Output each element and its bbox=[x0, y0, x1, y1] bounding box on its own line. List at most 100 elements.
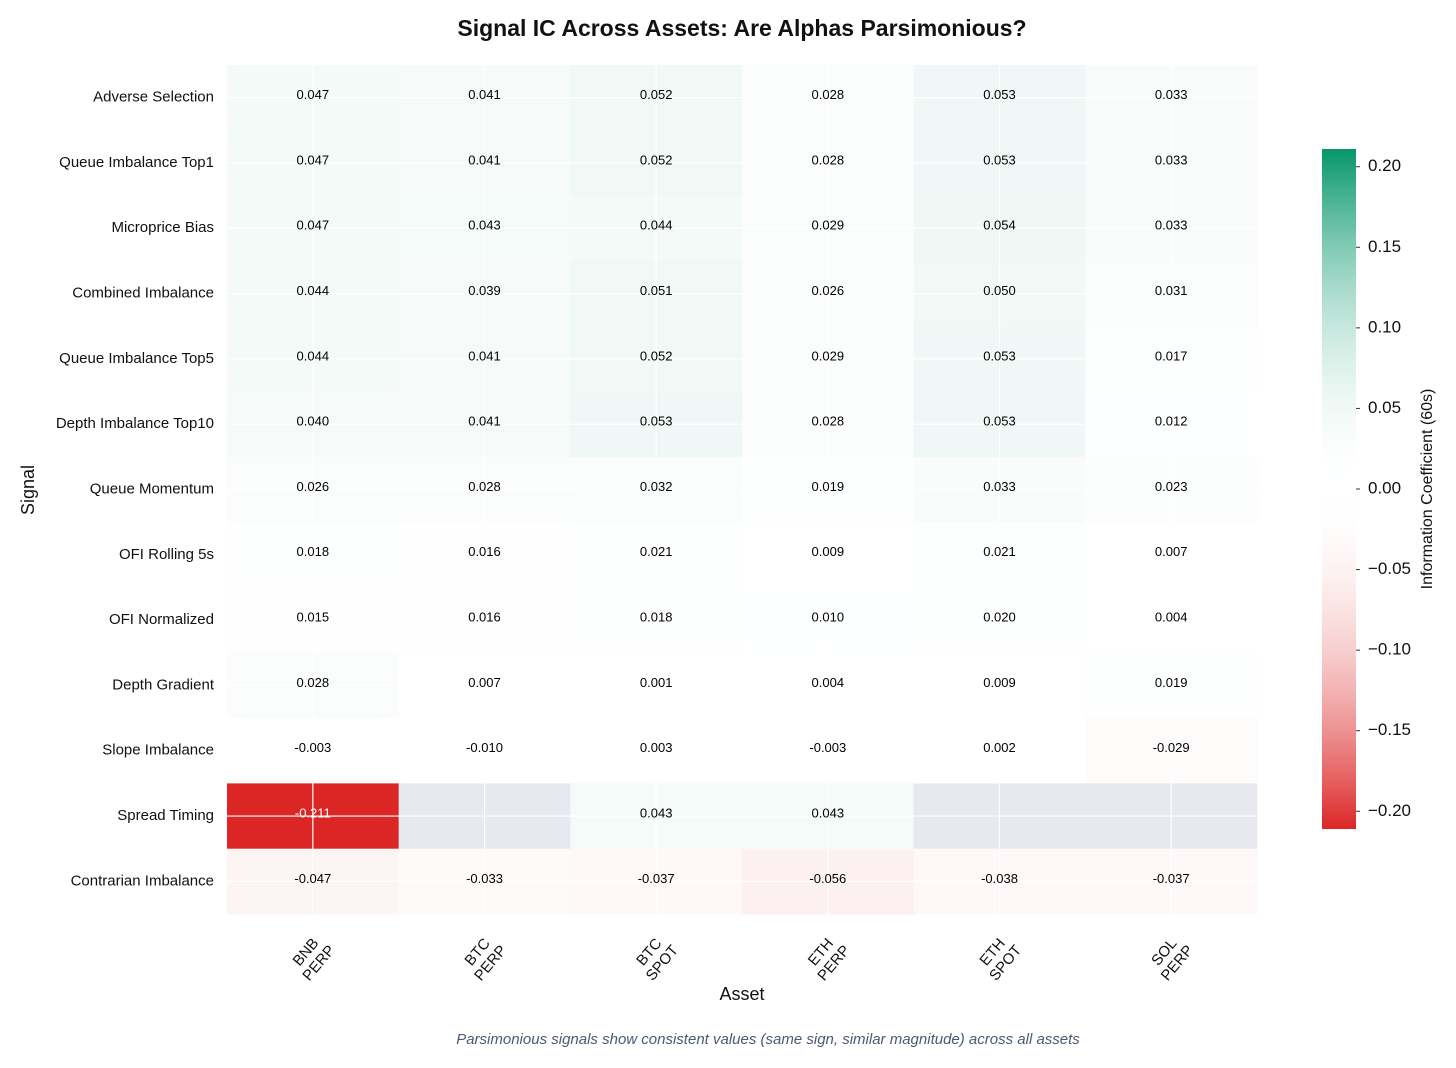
y-tick-label: Queue Imbalance Top5 bbox=[59, 350, 214, 367]
value-label: 0.017 bbox=[1155, 348, 1188, 363]
value-label: 0.054 bbox=[983, 218, 1016, 233]
footnote: Parsimonious signals show consistent val… bbox=[456, 1031, 1080, 1048]
value-label: 0.044 bbox=[640, 218, 673, 233]
y-tick-label: OFI Rolling 5s bbox=[119, 546, 214, 563]
value-label: -0.211 bbox=[295, 805, 331, 820]
x-tick-label: BTCSPOT bbox=[630, 931, 682, 984]
value-label: -0.003 bbox=[294, 740, 331, 755]
value-label: 0.018 bbox=[640, 610, 673, 625]
y-tick-label: Spread Timing bbox=[117, 807, 214, 824]
value-label: 0.041 bbox=[468, 348, 501, 363]
value-label: -0.037 bbox=[1153, 871, 1190, 886]
value-label: 0.002 bbox=[983, 740, 1016, 755]
value-label: 0.053 bbox=[640, 414, 673, 429]
value-label: 0.039 bbox=[468, 283, 501, 298]
x-tick-label: SOLPERP bbox=[1145, 931, 1197, 984]
value-label: 0.047 bbox=[297, 152, 330, 167]
value-label: 0.047 bbox=[297, 87, 330, 102]
colorbar-tick-label: 0.20 bbox=[1368, 156, 1401, 175]
value-label: 0.044 bbox=[297, 283, 330, 298]
value-label: 0.043 bbox=[468, 218, 501, 233]
value-label: 0.041 bbox=[468, 414, 501, 429]
value-label: 0.001 bbox=[640, 675, 673, 690]
value-label: 0.028 bbox=[812, 87, 845, 102]
value-label: -0.010 bbox=[466, 740, 503, 755]
value-label: 0.052 bbox=[640, 152, 673, 167]
colorbar bbox=[1322, 149, 1356, 829]
value-label: 0.029 bbox=[812, 348, 845, 363]
value-label: 0.053 bbox=[983, 152, 1016, 167]
colorbar-tick-label: −0.20 bbox=[1368, 801, 1411, 820]
value-label: 0.009 bbox=[983, 675, 1016, 690]
value-label: 0.043 bbox=[812, 805, 845, 820]
colorbar-tick-label: 0.15 bbox=[1368, 237, 1401, 256]
value-label: 0.053 bbox=[983, 87, 1016, 102]
y-tick-label: OFI Normalized bbox=[109, 611, 214, 628]
value-label: 0.052 bbox=[640, 348, 673, 363]
value-label: 0.009 bbox=[812, 544, 845, 559]
colorbar-tick-label: 0.00 bbox=[1368, 478, 1401, 497]
y-tick-label: Microprice Bias bbox=[111, 219, 214, 236]
value-label: 0.033 bbox=[983, 479, 1016, 494]
value-label: 0.020 bbox=[983, 610, 1016, 625]
colorbar-tick-label: −0.05 bbox=[1368, 559, 1411, 578]
value-label: 0.018 bbox=[297, 544, 330, 559]
value-label: 0.044 bbox=[297, 348, 330, 363]
y-tick-label: Queue Momentum bbox=[90, 480, 214, 497]
value-label: 0.029 bbox=[812, 218, 845, 233]
value-label: 0.021 bbox=[640, 544, 673, 559]
value-label: 0.028 bbox=[297, 675, 330, 690]
value-label: 0.007 bbox=[468, 675, 501, 690]
colorbar-tick-label: 0.05 bbox=[1368, 398, 1401, 417]
value-label: 0.053 bbox=[983, 348, 1016, 363]
x-axis-label: Asset bbox=[719, 984, 764, 1004]
value-label: 0.041 bbox=[468, 87, 501, 102]
value-label: 0.033 bbox=[1155, 218, 1188, 233]
value-label: 0.019 bbox=[812, 479, 845, 494]
value-label: 0.010 bbox=[812, 610, 845, 625]
value-label: 0.016 bbox=[468, 544, 501, 559]
y-tick-label: Combined Imbalance bbox=[72, 285, 214, 302]
value-label: 0.026 bbox=[812, 283, 845, 298]
y-tick-label: Depth Gradient bbox=[112, 676, 215, 693]
y-axis-label: Signal bbox=[18, 465, 38, 515]
x-tick-label: BTCPERP bbox=[458, 931, 510, 984]
value-label: 0.016 bbox=[468, 610, 501, 625]
value-label: 0.041 bbox=[468, 152, 501, 167]
value-label: 0.053 bbox=[983, 414, 1016, 429]
value-label: 0.021 bbox=[983, 544, 1016, 559]
value-label: 0.028 bbox=[812, 414, 845, 429]
value-label: 0.004 bbox=[812, 675, 845, 690]
x-tick-label: ETHPERP bbox=[801, 931, 853, 984]
colorbar-tick-label: −0.10 bbox=[1368, 640, 1411, 659]
x-tick-label: ETHSPOT bbox=[973, 931, 1025, 984]
value-label: 0.028 bbox=[468, 479, 501, 494]
value-label: 0.003 bbox=[640, 740, 673, 755]
value-label: 0.028 bbox=[812, 152, 845, 167]
value-label: 0.040 bbox=[297, 414, 330, 429]
chart-title: Signal IC Across Assets: Are Alphas Pars… bbox=[457, 15, 1026, 41]
value-label: 0.031 bbox=[1155, 283, 1188, 298]
y-tick-label: Adverse Selection bbox=[93, 89, 214, 106]
value-label: -0.037 bbox=[638, 871, 675, 886]
value-label: -0.056 bbox=[809, 871, 846, 886]
value-label: -0.029 bbox=[1153, 740, 1190, 755]
value-label: 0.019 bbox=[1155, 675, 1188, 690]
value-label: 0.026 bbox=[297, 479, 330, 494]
value-label: 0.032 bbox=[640, 479, 673, 494]
colorbar-label: Information Coefficient (60s) bbox=[1419, 389, 1436, 590]
y-tick-label: Contrarian Imbalance bbox=[71, 872, 214, 889]
y-tick-label: Slope Imbalance bbox=[102, 742, 214, 759]
value-label: 0.004 bbox=[1155, 610, 1188, 625]
value-label: -0.033 bbox=[466, 871, 503, 886]
x-tick-label: BNBPERP bbox=[286, 931, 338, 984]
value-label: 0.051 bbox=[640, 283, 673, 298]
y-tick-label: Depth Imbalance Top10 bbox=[56, 415, 214, 432]
value-label: -0.047 bbox=[294, 871, 331, 886]
value-label: 0.050 bbox=[983, 283, 1016, 298]
value-label: 0.007 bbox=[1155, 544, 1188, 559]
value-label: 0.033 bbox=[1155, 152, 1188, 167]
value-label: 0.015 bbox=[297, 610, 330, 625]
colorbar-tick-label: 0.10 bbox=[1368, 317, 1401, 336]
value-label: 0.043 bbox=[640, 805, 673, 820]
